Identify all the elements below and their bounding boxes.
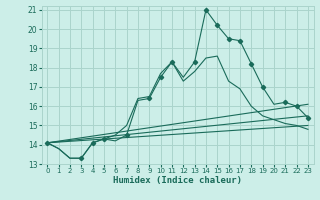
X-axis label: Humidex (Indice chaleur): Humidex (Indice chaleur) bbox=[113, 176, 242, 185]
